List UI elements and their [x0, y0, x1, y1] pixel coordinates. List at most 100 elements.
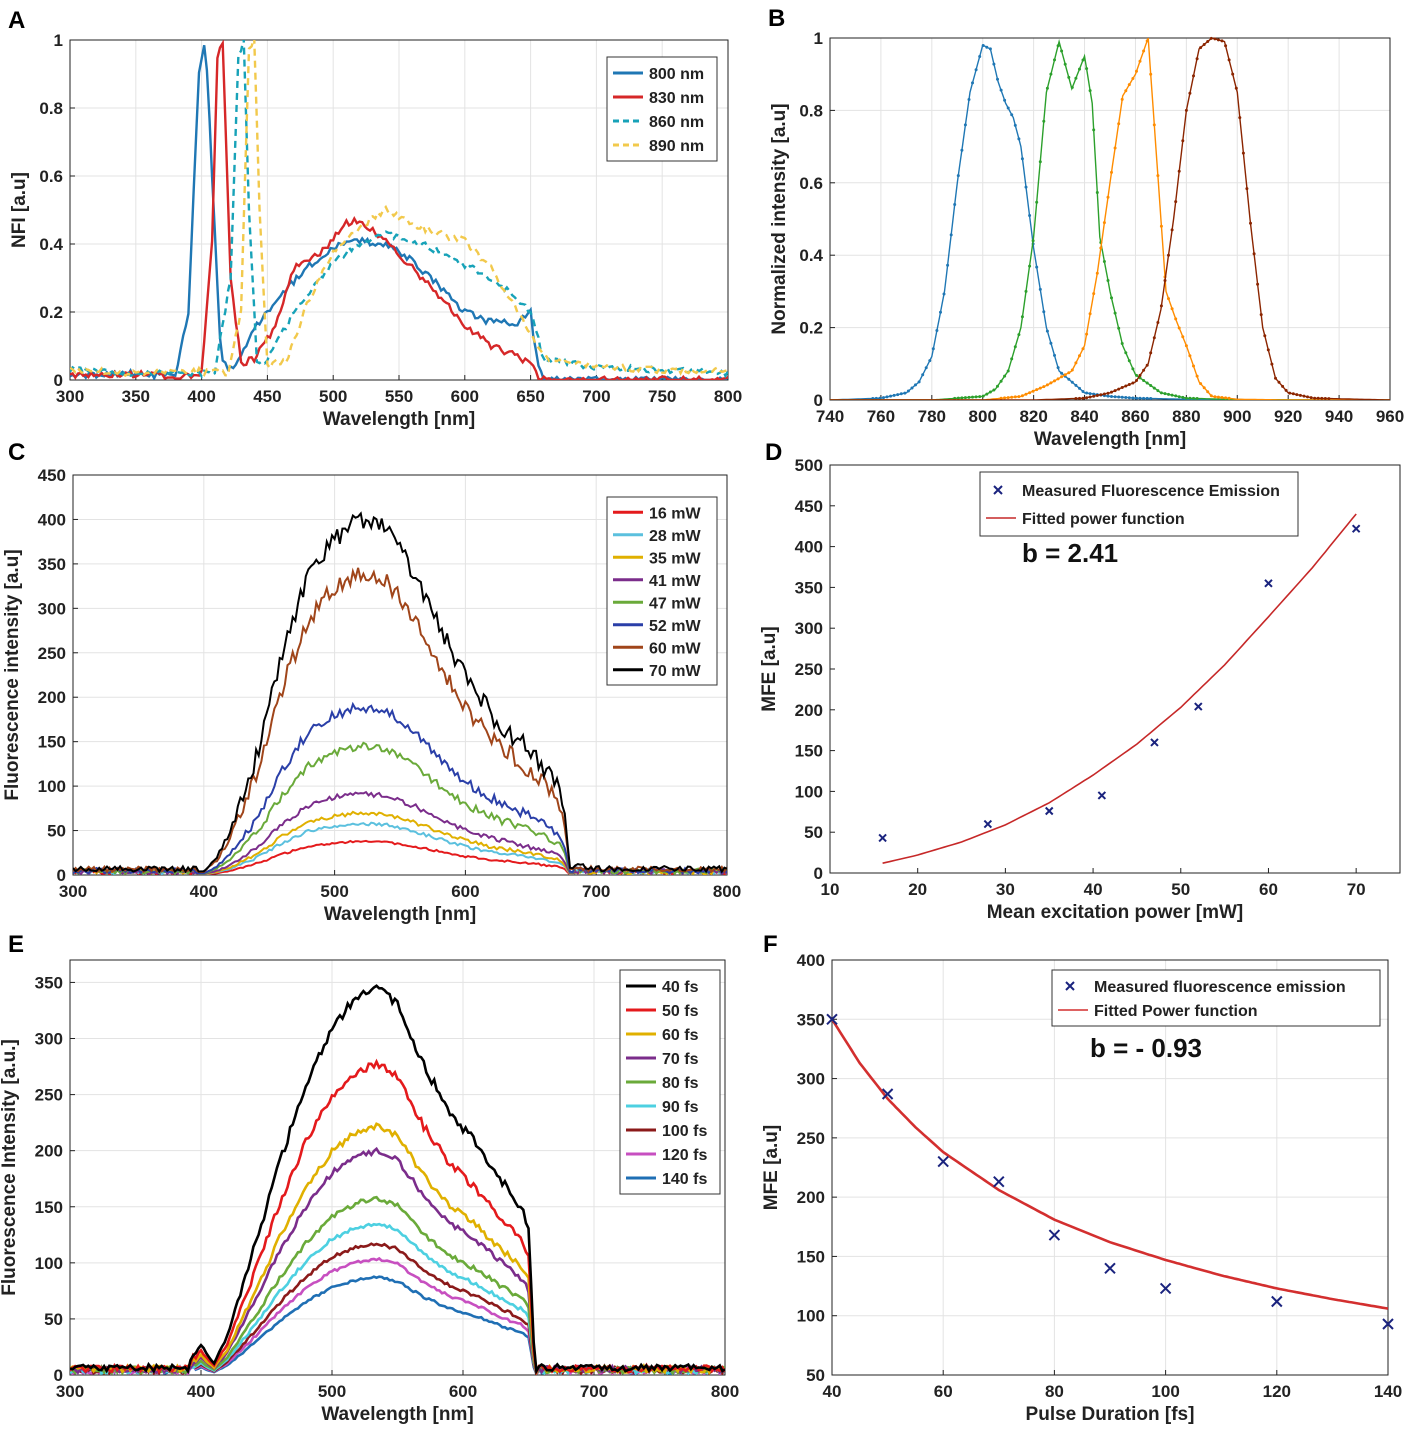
data-point: [1277, 380, 1281, 384]
y-tick-label: 1: [814, 29, 823, 48]
data-point: [1092, 292, 1096, 296]
data-point: [1263, 334, 1267, 338]
y-tick-label: 0: [54, 371, 63, 390]
data-point: [928, 359, 932, 363]
y-axis-label: Fluorescence Intensity [a.u.]: [0, 1039, 20, 1296]
data-point: [1102, 221, 1106, 225]
data-point: [1231, 72, 1235, 76]
data-point: [1209, 36, 1213, 40]
y-tick-label: 100: [35, 1254, 63, 1273]
legend-label: 40 fs: [662, 979, 699, 996]
y-tick-label: 100: [38, 777, 66, 796]
data-point: [1106, 279, 1110, 282]
data-point: [1170, 228, 1174, 232]
series-line-860nm: [70, 40, 728, 379]
data-point: [1060, 49, 1064, 53]
data-point: [1088, 89, 1092, 93]
data-point: [1174, 394, 1178, 398]
data-point: [999, 396, 1003, 400]
data-point: [1074, 361, 1078, 365]
data-point: [1241, 151, 1245, 155]
x-tick-label: 300: [56, 387, 84, 406]
legend-box: [1051, 969, 1381, 1027]
x-tick-label: 800: [714, 387, 742, 406]
data-point: [1092, 392, 1096, 396]
data-point: [1085, 396, 1089, 400]
data-point: [1170, 307, 1174, 311]
y-tick-label: 0.4: [39, 235, 63, 254]
data-point: [1060, 375, 1064, 379]
data-point: [1038, 160, 1042, 164]
data-point: [1174, 317, 1178, 321]
x-axis-label: Wavelength [nm]: [324, 904, 476, 925]
data-point: [874, 396, 878, 400]
data-point: [1127, 359, 1131, 363]
data-point: [937, 1155, 949, 1168]
data-point: [1035, 265, 1039, 269]
data-point: [996, 77, 999, 81]
y-tick-label: 50: [806, 1366, 825, 1385]
data-point: [1113, 395, 1117, 399]
data-point: [1003, 374, 1007, 378]
data-point: [1056, 377, 1060, 381]
data-point: [1206, 390, 1210, 394]
data-point: [1010, 357, 1014, 361]
data-point: [1028, 391, 1032, 395]
legend-label: 52 mW: [649, 618, 701, 635]
x-tick-label: 700: [582, 882, 610, 901]
data-point: [960, 148, 964, 152]
data-point: [1199, 382, 1203, 386]
data-point: [1199, 46, 1203, 50]
panel-label-E: E: [8, 931, 24, 958]
y-tick-label: 0: [814, 391, 823, 410]
data-point: [1270, 362, 1274, 366]
legend-label: 70 mW: [649, 663, 701, 680]
y-axis-label: MFE [a.u]: [759, 626, 780, 712]
data-point: [1102, 392, 1106, 396]
legend: Measured Fluorescence Emission Fitted pow…: [979, 471, 1299, 537]
x-tick-label: 960: [1376, 407, 1404, 426]
data-point: [1113, 389, 1117, 393]
data-point: [1138, 396, 1142, 400]
data-point: [1149, 384, 1153, 387]
y-tick-label: 0: [814, 864, 823, 883]
x-tick-label: 840: [1070, 407, 1098, 426]
legend: 800 nm 830 nm 860 nm 890 nm: [606, 56, 718, 162]
x-axis-label: Mean excitation power [mW]: [987, 902, 1244, 923]
data-point: [1063, 62, 1067, 66]
data-point: [1028, 214, 1032, 217]
data-point: [896, 393, 900, 397]
data-point: [985, 392, 989, 396]
x-tick-label: 750: [648, 387, 676, 406]
legend-box: [979, 471, 1299, 537]
data-point: [1020, 394, 1024, 398]
data-point: [1106, 394, 1110, 398]
data-point: [1110, 296, 1113, 300]
legend-label: Measured Fluorescence Emission: [1022, 483, 1280, 500]
data-point: [1085, 67, 1089, 71]
data-point: [1095, 191, 1099, 194]
data-point: [1024, 289, 1028, 293]
x-axis-label: Wavelength [nm]: [321, 1404, 473, 1425]
y-tick-label: 350: [38, 555, 66, 574]
x-tick-label: 350: [122, 387, 150, 406]
data-point: [1049, 381, 1053, 385]
x-tick-label: 120: [1263, 1382, 1291, 1401]
x-tick-label: 940: [1325, 407, 1353, 426]
legend-label: Fitted Power function: [1094, 1003, 1258, 1020]
data-point: [1192, 364, 1195, 368]
data-point: [1045, 86, 1049, 90]
data-point: [971, 81, 974, 85]
x-tick-label: 400: [187, 1382, 215, 1401]
series-line-890nm: [70, 40, 728, 378]
data-point: [1085, 332, 1089, 336]
data-point: [1113, 311, 1117, 315]
data-point: [1035, 388, 1039, 392]
data-point: [1224, 44, 1228, 48]
data-point: [1150, 738, 1159, 747]
data-point: [1003, 396, 1007, 400]
y-tick-label: 500: [795, 456, 823, 475]
data-point: [935, 329, 939, 332]
x-axis-label: Wavelength [nm]: [323, 409, 475, 430]
data-point: [1181, 395, 1185, 399]
